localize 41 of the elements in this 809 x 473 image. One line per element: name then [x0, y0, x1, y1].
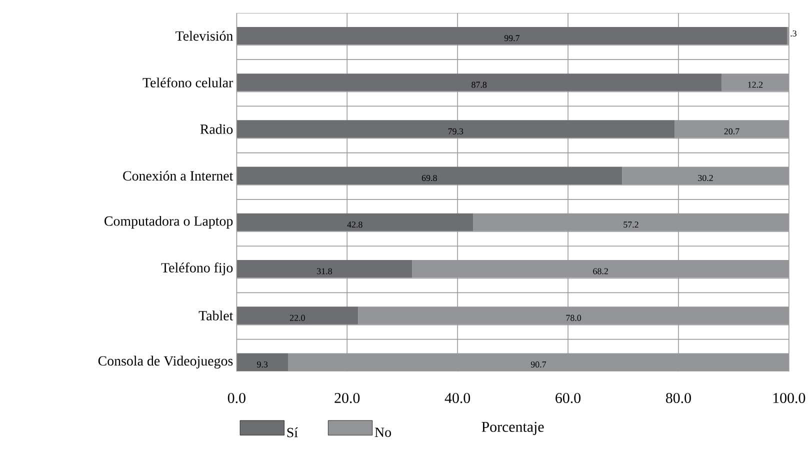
y-tick-label: Radio — [200, 124, 233, 134]
x-tick-label: 60.0 — [556, 392, 581, 403]
data-label: 99.7 — [504, 34, 520, 42]
data-label: 90.7 — [530, 361, 546, 368]
y-tick-label: Teléfono fijo — [161, 262, 233, 276]
bar — [236, 26, 788, 45]
x-tick-label: 100.0 — [773, 392, 806, 403]
legend-label: No — [374, 428, 391, 437]
bar — [236, 73, 722, 92]
bar — [236, 353, 288, 371]
data-label: 12.2 — [748, 82, 763, 88]
y-tick-label: Consola de Videojuegos — [98, 356, 233, 368]
x-tick-label: 20.0 — [334, 392, 360, 403]
bar — [236, 120, 675, 138]
data-label: 30.2 — [698, 174, 713, 181]
data-label: 87.8 — [472, 82, 487, 88]
data-label: 57.2 — [624, 221, 638, 228]
y-tick-label: Conexión a Internet — [123, 170, 234, 180]
data-label: .3 — [790, 30, 796, 36]
data-label: 79.3 — [448, 128, 464, 134]
x-tick-label: 80.0 — [666, 392, 691, 403]
data-label: 9.3 — [257, 361, 268, 368]
data-label: 22.0 — [290, 314, 305, 321]
bar — [236, 260, 412, 278]
bar — [236, 166, 622, 184]
x-axis-title: Porcentaje — [482, 422, 544, 435]
y-tick-label: Tablet — [198, 310, 234, 320]
data-label: 68.2 — [593, 268, 608, 274]
y-tick-label: Televisión — [176, 30, 233, 41]
data-label: 78.0 — [566, 314, 582, 321]
data-label: 20.7 — [724, 128, 740, 134]
bar — [236, 306, 358, 324]
x-tick-label: 0.0 — [228, 392, 246, 403]
data-label: 42.8 — [347, 221, 362, 228]
y-tick-label: Computadora o Laptop — [104, 216, 233, 228]
bar — [236, 213, 474, 231]
data-label: 69.8 — [422, 174, 437, 181]
data-label: 31.8 — [317, 268, 332, 274]
y-tick-label: Teléfono celular — [142, 77, 234, 88]
legend-label: Sí — [287, 427, 298, 438]
x-tick-label: 40.0 — [444, 392, 470, 403]
